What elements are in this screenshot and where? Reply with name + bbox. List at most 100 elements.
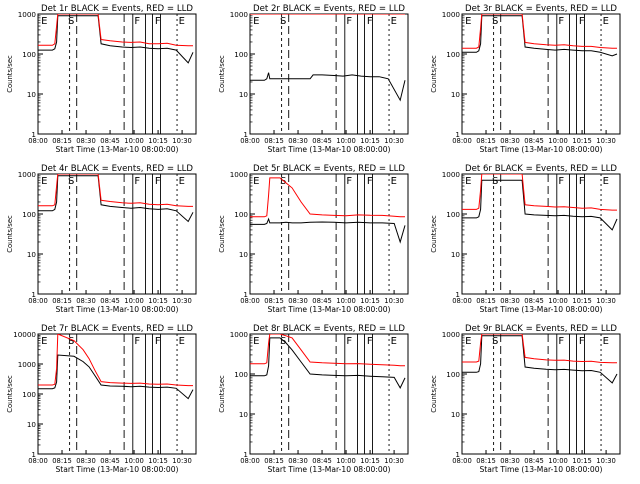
- region-letter: S: [280, 16, 286, 27]
- y-axis-label: Counts/sec: [218, 55, 226, 93]
- region-letter: F: [155, 16, 161, 27]
- region-letter: F: [558, 176, 564, 187]
- x-tick-label: 08:45: [100, 297, 120, 305]
- x-tick-label: 08:00: [28, 137, 48, 145]
- x-tick-label: 10:00: [124, 457, 144, 465]
- x-tick-label: 10:30: [172, 297, 192, 305]
- x-tick-label: 10:15: [148, 457, 168, 465]
- x-tick-label: 08:45: [524, 297, 544, 305]
- x-tick-label: 10:30: [384, 457, 404, 465]
- x-tick-label: 08:00: [452, 297, 472, 305]
- detector-panel-9: Det 9r BLACK = Events, RED = LLD 1 10 100 10…: [430, 324, 621, 474]
- y-tick-label: 1: [243, 290, 248, 299]
- y-tick-label: 10: [239, 250, 249, 259]
- x-axis-label: Start Time (13-Mar-10 08:00:00): [267, 145, 390, 154]
- lld-series-line: [38, 174, 193, 207]
- y-axis-label: Counts/sec: [430, 55, 438, 93]
- region-letter: S: [68, 16, 74, 27]
- lld-series-line: [38, 14, 193, 47]
- region-letter: E: [41, 176, 47, 187]
- y-tick-label: 100: [234, 210, 248, 219]
- x-axis-label: Start Time (13-Mar-10 08:00:00): [479, 465, 602, 474]
- series-group: [462, 334, 618, 384]
- x-tick-label: 08:45: [312, 297, 332, 305]
- lld-series-line: [462, 334, 617, 364]
- x-tick-label: 08:45: [524, 457, 544, 465]
- region-letter: E: [603, 176, 609, 187]
- x-tick-label: 10:15: [572, 297, 592, 305]
- y-axis-label: Counts/sec: [6, 375, 14, 413]
- x-tick-label: 10:15: [572, 457, 592, 465]
- x-axis-label: Start Time (13-Mar-10 08:00:00): [55, 305, 178, 314]
- region-letter: F: [155, 176, 161, 187]
- region-letter: E: [179, 336, 185, 347]
- lld-series-line: [462, 14, 617, 49]
- y-axis-label: Counts/sec: [218, 375, 226, 413]
- region-letter: E: [179, 16, 185, 27]
- series-group: [462, 14, 618, 57]
- region-letter: E: [603, 16, 609, 27]
- x-axis-label: Start Time (13-Mar-10 08:00:00): [479, 145, 602, 154]
- x-tick-label: 08:15: [264, 457, 284, 465]
- y-tick-label: 100: [234, 50, 248, 59]
- x-tick-label: 08:00: [452, 457, 472, 465]
- region-letter: F: [558, 336, 564, 347]
- plot-frame: [461, 13, 621, 135]
- y-tick-label: 1000: [442, 170, 461, 179]
- region-letter: E: [253, 16, 259, 27]
- series-group: [38, 14, 194, 64]
- region-letter: F: [134, 176, 140, 187]
- region-letter: F: [579, 16, 585, 27]
- events-series-line: [462, 15, 618, 57]
- y-tick-label: 10: [239, 410, 249, 419]
- series-group: [250, 177, 406, 244]
- region-letter: S: [280, 336, 286, 347]
- series-group: [38, 334, 194, 400]
- x-tick-label: 10:30: [596, 297, 616, 305]
- series-group: [462, 174, 618, 231]
- x-tick-label: 08:00: [240, 457, 260, 465]
- region-letter: F: [367, 336, 373, 347]
- panel-title: Det 2r BLACK = Events, RED = LLD: [253, 4, 405, 14]
- y-tick-label: 10: [451, 250, 461, 259]
- x-tick-label: 08:30: [76, 457, 96, 465]
- x-tick-label: 08:00: [28, 457, 48, 465]
- x-tick-label: 10:00: [124, 297, 144, 305]
- y-tick-label: 100: [234, 370, 248, 379]
- y-axis-label: Counts/sec: [6, 215, 14, 253]
- y-tick-label: 1: [31, 290, 36, 299]
- y-tick-label: 100: [446, 50, 460, 59]
- y-tick-label: 10: [239, 90, 249, 99]
- y-tick-label: 10: [27, 250, 37, 259]
- x-tick-label: 10:15: [572, 137, 592, 145]
- x-tick-label: 08:30: [500, 297, 520, 305]
- plot-frame: [461, 173, 621, 295]
- x-tick-label: 10:00: [336, 297, 356, 305]
- x-tick-label: 10:00: [336, 457, 356, 465]
- panel-title: Det 6r BLACK = Events, RED = LLD: [465, 164, 617, 174]
- x-axis-label: Start Time (13-Mar-10 08:00:00): [267, 465, 390, 474]
- panel-title: Det 5r BLACK = Events, RED = LLD: [253, 164, 405, 174]
- region-letter: S: [492, 16, 498, 27]
- y-tick-label: 100: [22, 390, 36, 399]
- x-tick-label: 08:15: [476, 457, 496, 465]
- x-tick-label: 08:00: [452, 137, 472, 145]
- region-letter: E: [41, 16, 47, 27]
- region-letter: E: [253, 176, 259, 187]
- plot-frame: [249, 13, 409, 135]
- region-letter: E: [391, 16, 397, 27]
- events-series-line: [462, 335, 618, 384]
- events-series-line: [462, 179, 618, 231]
- events-series-line: [250, 337, 406, 389]
- x-tick-label: 10:30: [172, 457, 192, 465]
- plot-frame: [37, 173, 197, 295]
- x-tick-label: 10:30: [384, 137, 404, 145]
- detector-panel-7: Det 7r BLACK = Events, RED = LLD 1 10 100 10…: [6, 324, 197, 474]
- region-letter: E: [603, 336, 609, 347]
- region-letter: F: [346, 176, 352, 187]
- series-group: [38, 174, 194, 223]
- y-tick-label: 100: [446, 370, 460, 379]
- x-tick-label: 10:30: [596, 457, 616, 465]
- region-letter: E: [465, 16, 471, 27]
